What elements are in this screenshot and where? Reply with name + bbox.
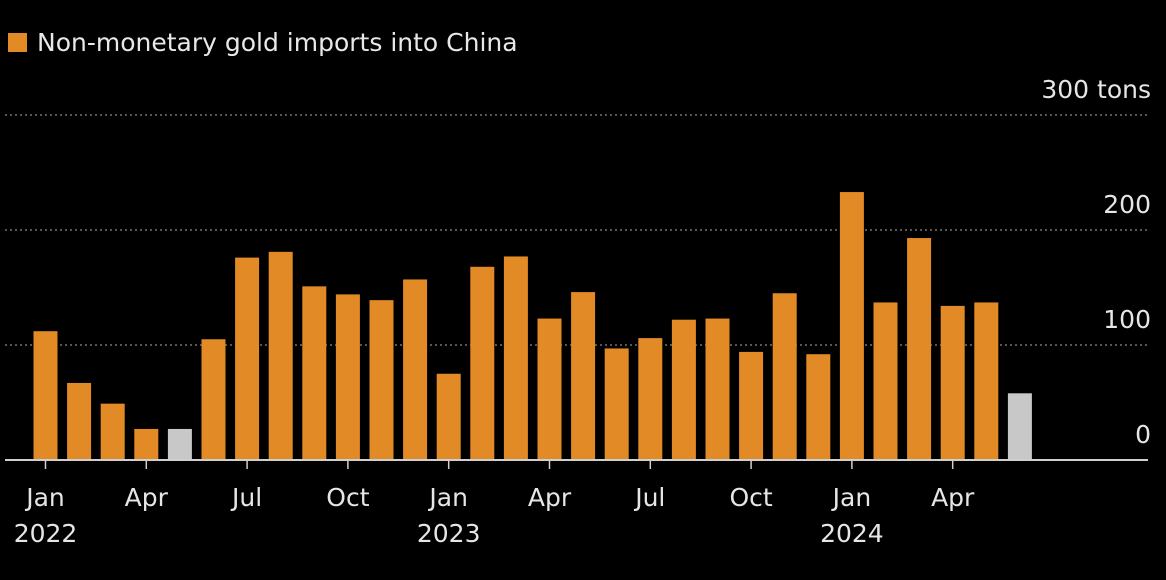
x-tick-label: Apr [931, 483, 975, 512]
bar [134, 428, 159, 460]
x-tick-label: Jan [24, 483, 65, 512]
y-axis-labels: 0 100 200 300 tons [1041, 75, 1151, 449]
x-axis-labels: Jan 2022 Apr Jul Oct Jan 2023 Apr Jul Oct Jan 2024 A… [14, 483, 975, 548]
x-tick-year-label: 2024 [820, 519, 884, 548]
bar [67, 382, 92, 460]
bar [974, 302, 999, 460]
bar [571, 292, 596, 460]
bar [167, 428, 192, 460]
bar [302, 286, 327, 460]
y-tick-label: 0 [1135, 420, 1151, 449]
x-tick-label: Oct [729, 483, 772, 512]
bar [100, 403, 125, 460]
bar [268, 251, 293, 460]
x-tick-year-label: 2023 [417, 519, 481, 548]
x-tick-label: Jan [427, 483, 468, 512]
bar [873, 302, 898, 460]
x-tick-label: Jul [633, 483, 665, 512]
x-tick-label: Apr [125, 483, 169, 512]
x-tick-label: Apr [528, 483, 572, 512]
bar [33, 331, 58, 460]
bar [335, 294, 360, 460]
bar [201, 339, 226, 460]
legend-label: Non-monetary gold imports into China [37, 27, 518, 57]
legend-swatch [8, 32, 27, 52]
x-tick-year-label: 2022 [14, 519, 78, 548]
bar [839, 192, 864, 461]
bar [1007, 393, 1032, 460]
bar [705, 318, 730, 460]
bar [940, 305, 965, 460]
bar [470, 266, 495, 460]
bar [436, 373, 461, 460]
bar [369, 300, 394, 460]
bar [503, 256, 528, 460]
y-tick-label: 200 [1103, 190, 1151, 219]
bar [403, 279, 428, 460]
bar [235, 257, 260, 460]
bars [33, 192, 1032, 461]
bar [671, 319, 696, 460]
bar [907, 238, 932, 460]
bar [772, 293, 797, 460]
bar [806, 354, 831, 460]
x-tick-label: Jul [230, 483, 262, 512]
y-tick-label: 300 tons [1041, 75, 1151, 104]
bar [604, 348, 629, 460]
y-tick-label: 100 [1103, 305, 1151, 334]
bar [638, 338, 663, 460]
x-axis [5, 459, 1148, 469]
x-tick-label: Jan [831, 483, 872, 512]
bar [537, 318, 562, 460]
x-tick-label: Oct [326, 483, 369, 512]
bar [739, 351, 764, 460]
legend: Non-monetary gold imports into China [8, 26, 518, 58]
